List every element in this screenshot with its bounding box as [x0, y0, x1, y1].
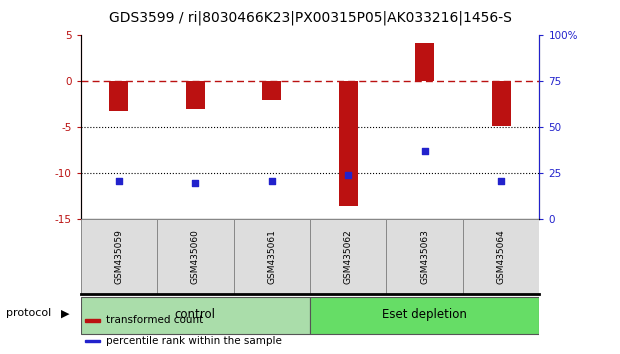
Bar	[492, 81, 511, 126]
FancyBboxPatch shape	[81, 297, 310, 334]
Bar	[262, 81, 281, 100]
Point	[420, 149, 430, 154]
Bar	[85, 319, 100, 322]
Text: GSM435063: GSM435063	[420, 229, 429, 284]
FancyBboxPatch shape	[310, 297, 539, 334]
Text: percentile rank within the sample: percentile rank within the sample	[106, 336, 281, 346]
Text: ▶: ▶	[61, 308, 69, 318]
Text: control: control	[175, 308, 216, 321]
Text: GSM435061: GSM435061	[267, 229, 277, 284]
Text: protocol: protocol	[6, 308, 51, 318]
Point	[267, 178, 277, 184]
Point	[190, 180, 200, 185]
Bar	[415, 43, 434, 81]
Point	[114, 178, 124, 184]
Point	[496, 178, 506, 184]
Text: GSM435062: GSM435062	[343, 229, 353, 284]
Bar	[186, 81, 205, 109]
Text: GDS3599 / ri|8030466K23|PX00315P05|AK033216|1456-S: GDS3599 / ri|8030466K23|PX00315P05|AK033…	[108, 11, 511, 25]
FancyBboxPatch shape	[234, 219, 310, 294]
FancyBboxPatch shape	[310, 219, 386, 294]
Text: transformed count: transformed count	[106, 315, 203, 325]
FancyBboxPatch shape	[157, 219, 234, 294]
Bar	[339, 81, 358, 206]
FancyBboxPatch shape	[463, 219, 539, 294]
Point	[343, 172, 353, 178]
Bar	[85, 340, 100, 343]
Bar	[109, 81, 128, 111]
Text: GSM435064: GSM435064	[497, 229, 506, 284]
Text: GSM435059: GSM435059	[114, 229, 123, 284]
FancyBboxPatch shape	[81, 219, 157, 294]
Text: Eset depletion: Eset depletion	[383, 308, 467, 321]
FancyBboxPatch shape	[386, 219, 463, 294]
Text: GSM435060: GSM435060	[191, 229, 200, 284]
